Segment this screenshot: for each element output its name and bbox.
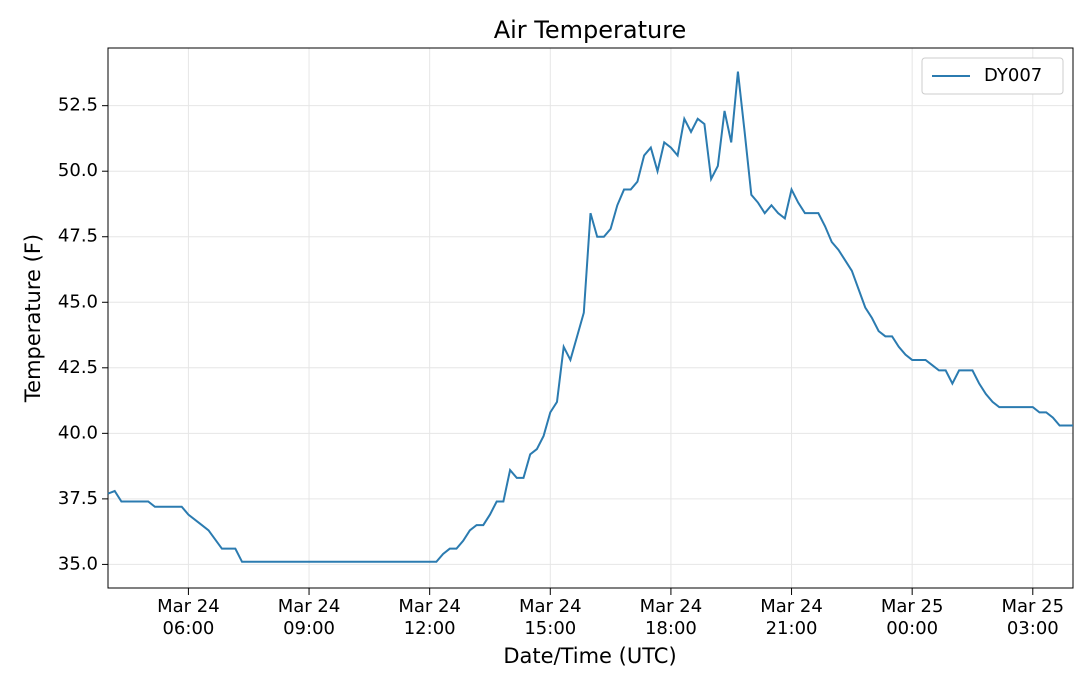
y-tick-label: 42.5 [58,357,98,378]
y-tick-label: 52.5 [58,95,98,116]
x-axis-label: Date/Time (UTC) [503,644,676,668]
x-tick-label: Mar 24 15:00 [518,596,582,639]
y-tick-label: 40.0 [58,422,98,443]
x-tick-label: Mar 24 12:00 [398,596,461,639]
legend-box [921,57,1064,95]
y-axis-label: Temperature (F) [21,234,45,403]
x-tick-label: Mar 24 21:00 [760,596,823,639]
y-tick-label: 35.0 [58,553,98,574]
y-tick-label: 47.5 [58,226,98,247]
plot-frame [107,47,1074,589]
y-tick-label: 50.0 [58,160,98,181]
chart-title: Air Temperature [494,16,687,44]
y-tick-label: 45.0 [58,291,98,312]
y-tick-label: 37.5 [58,488,98,509]
x-tick-label: Mar 24 18:00 [639,596,703,639]
data-line [107,71,1073,563]
x-tick-label: Mar 24 06:00 [157,596,220,639]
legend-label: DY007 [984,65,1042,86]
x-tick-label: Mar 25 03:00 [1001,596,1065,639]
x-tick-label: Mar 25 00:00 [880,596,944,639]
x-tick-label: Mar 24 09:00 [277,596,341,639]
